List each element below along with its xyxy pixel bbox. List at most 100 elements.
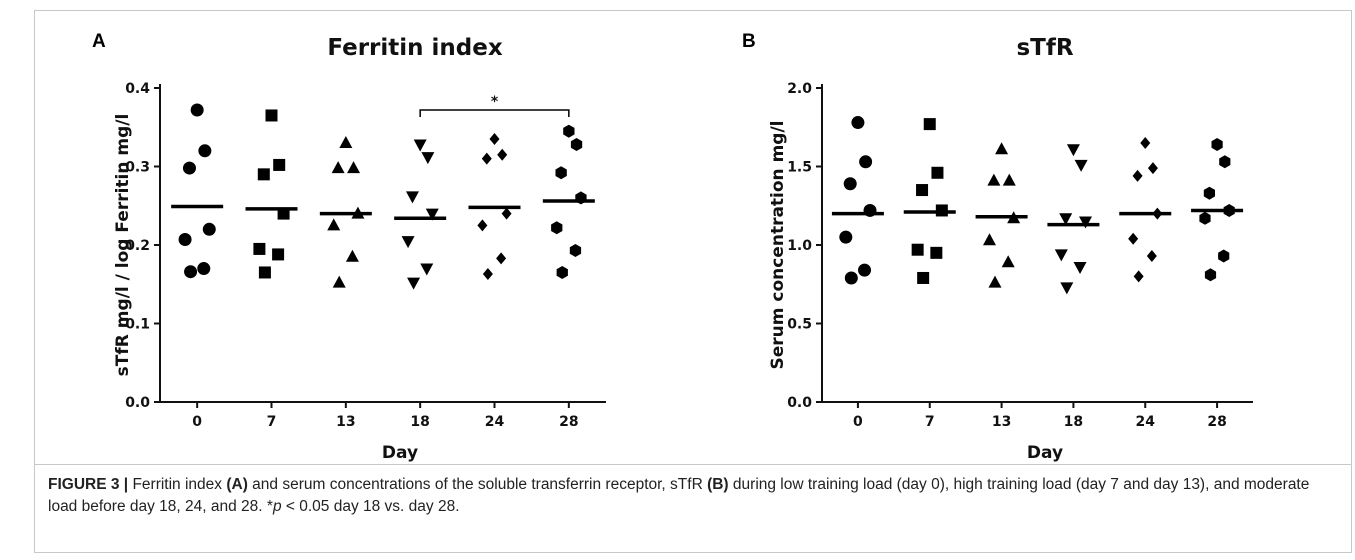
data-point bbox=[413, 139, 427, 152]
x-axis-label: Day bbox=[1027, 443, 1063, 463]
data-point bbox=[197, 262, 211, 276]
data-point bbox=[1146, 249, 1157, 262]
chart-title: Ferritin index bbox=[327, 35, 503, 61]
data-point bbox=[1211, 138, 1223, 151]
data-point bbox=[182, 161, 196, 175]
data-point bbox=[1128, 232, 1139, 245]
data-point bbox=[917, 271, 930, 284]
data-point bbox=[190, 103, 204, 117]
y-tick-label: 0.0 bbox=[125, 395, 150, 411]
data-point bbox=[420, 263, 434, 276]
data-point bbox=[1147, 162, 1158, 175]
y-tick-label: 1.0 bbox=[787, 238, 812, 254]
caption-figure-label: FIGURE 3 | bbox=[48, 476, 129, 493]
caption-text-2: and serum concentrations of the soluble … bbox=[247, 476, 708, 493]
caption-panel-b: (B) bbox=[707, 476, 729, 493]
data-point bbox=[1066, 144, 1080, 157]
data-point bbox=[401, 236, 415, 249]
data-point bbox=[272, 248, 285, 261]
data-point bbox=[481, 152, 492, 165]
data-point bbox=[995, 142, 1009, 155]
x-tick-label: 18 bbox=[1064, 414, 1083, 430]
chart-panel-a: A Ferritin index 0.0 0.1 0.2 0.3 0.4 0 7 13 18 24 28… bbox=[92, 31, 606, 463]
data-point bbox=[339, 135, 353, 148]
data-point bbox=[178, 233, 192, 247]
x-tick-label: 7 bbox=[267, 414, 277, 430]
data-point bbox=[851, 116, 865, 130]
caption-text-3: during low training load (day 0), high t… bbox=[48, 476, 1310, 515]
data-point bbox=[844, 271, 858, 285]
data-point bbox=[482, 268, 493, 281]
data-point bbox=[563, 124, 575, 138]
caption-text-1: Ferritin index bbox=[128, 476, 227, 493]
data-point bbox=[202, 222, 216, 236]
data-point bbox=[258, 266, 271, 279]
data-point bbox=[407, 277, 421, 290]
data-point bbox=[1059, 213, 1073, 226]
data-point bbox=[569, 244, 582, 257]
data-point bbox=[345, 249, 359, 262]
data-point bbox=[198, 144, 212, 158]
data-point bbox=[1001, 255, 1015, 268]
data-point bbox=[1132, 169, 1143, 182]
data-point bbox=[1074, 159, 1088, 172]
y-axis-label: Serum concentration mg/l bbox=[768, 120, 788, 369]
data-point bbox=[421, 152, 435, 165]
x-tick-label: 28 bbox=[1207, 414, 1226, 430]
y-axis-label: sTfR mg/l / log Ferritin mg/l bbox=[113, 114, 133, 377]
panel-label: B bbox=[742, 31, 756, 52]
data-point bbox=[987, 173, 1001, 186]
y-tick-label: 0.0 bbox=[787, 395, 812, 411]
data-point bbox=[489, 133, 500, 146]
data-point bbox=[1218, 249, 1230, 263]
data-point bbox=[497, 148, 508, 161]
data-point bbox=[1140, 136, 1151, 149]
figure-charts: A Ferritin index 0.0 0.1 0.2 0.3 0.4 0 7 13 18 24 28… bbox=[92, 31, 1253, 463]
data-point bbox=[332, 275, 346, 288]
data-point bbox=[570, 138, 583, 151]
significance-bracket bbox=[419, 109, 570, 117]
figure-caption: FIGURE 3 | Ferritin index (A) and serum … bbox=[48, 474, 1338, 518]
x-tick-label: 28 bbox=[559, 414, 578, 430]
data-point bbox=[331, 161, 345, 174]
caption-panel-a: (A) bbox=[226, 476, 248, 493]
caption-text-4: < 0.05 day 18 vs. day 28. bbox=[281, 498, 460, 515]
x-tick-label: 24 bbox=[485, 414, 505, 430]
y-tick-label: 0.3 bbox=[125, 160, 150, 176]
data-point bbox=[923, 118, 936, 131]
data-point bbox=[988, 275, 1002, 288]
data-point bbox=[930, 246, 943, 259]
x-tick-label: 13 bbox=[992, 414, 1011, 430]
data-point bbox=[931, 166, 944, 179]
x-axis-label: Day bbox=[382, 443, 418, 463]
x-tick-label: 24 bbox=[1136, 414, 1156, 430]
data-point bbox=[1219, 155, 1231, 169]
data-point bbox=[911, 243, 924, 256]
data-point bbox=[1199, 211, 1211, 225]
caption-divider bbox=[35, 464, 1351, 465]
data-point bbox=[265, 109, 278, 122]
data-point bbox=[477, 219, 488, 232]
data-point bbox=[556, 266, 568, 279]
y-tick-label: 0.2 bbox=[125, 238, 150, 254]
data-point bbox=[496, 252, 507, 265]
data-point bbox=[859, 155, 873, 169]
data-point bbox=[1203, 186, 1215, 200]
data-point bbox=[1060, 282, 1074, 295]
data-point bbox=[551, 221, 563, 235]
data-point bbox=[1054, 249, 1068, 262]
significance-star: * bbox=[491, 94, 499, 110]
data-point bbox=[257, 168, 270, 181]
y-tick-label: 0.4 bbox=[125, 81, 150, 97]
caption-p-symbol: p bbox=[272, 498, 282, 515]
data-point bbox=[501, 207, 512, 220]
chart-title: sTfR bbox=[1016, 35, 1073, 61]
data-point bbox=[1002, 173, 1016, 186]
data-point bbox=[273, 158, 286, 171]
data-point bbox=[405, 191, 419, 204]
data-point bbox=[253, 242, 266, 255]
x-tick-label: 18 bbox=[410, 414, 429, 430]
data-point bbox=[184, 265, 198, 279]
data-point bbox=[916, 184, 929, 197]
data-point bbox=[1133, 270, 1144, 283]
